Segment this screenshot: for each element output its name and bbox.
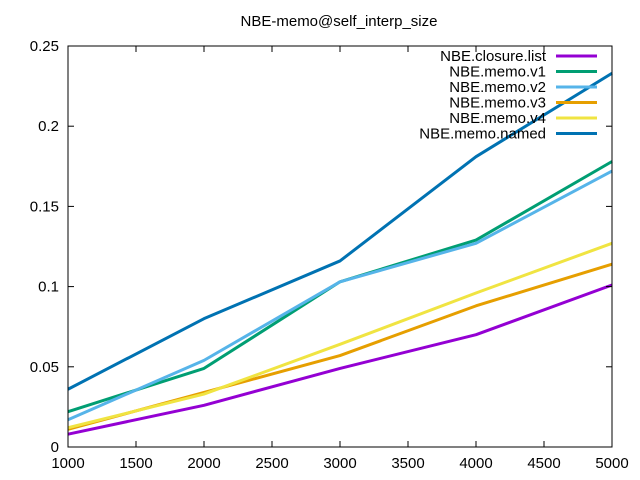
y-tick-label: 0.2 [38, 118, 59, 135]
legend-label: NBE.memo.named [419, 126, 546, 143]
x-tick-label: 2000 [187, 455, 220, 472]
y-tick-label: 0.25 [30, 38, 59, 55]
x-tick-label: 4500 [527, 455, 560, 472]
x-tick-label: 3000 [323, 455, 356, 472]
y-tick-label: 0 [51, 439, 59, 456]
y-tick-label: 0.1 [38, 279, 59, 296]
x-tick-label: 4000 [459, 455, 492, 472]
series-line-3 [67, 169, 613, 422]
x-tick-label: 1500 [119, 455, 152, 472]
series-line-2 [67, 160, 613, 414]
x-tick-label: 2500 [255, 455, 288, 472]
legend-label: NBE.memo.v1 [449, 64, 546, 81]
series-line-5 [67, 241, 613, 430]
legend-label: NBE.closure.list [440, 48, 547, 65]
series-line-1 [67, 283, 613, 436]
x-tick-label: 5000 [595, 455, 628, 472]
legend-label: NBE.memo.v4 [449, 110, 546, 127]
chart-title: NBE-memo@self_interp_size [241, 13, 438, 30]
axis-layer: 1000 1500 2000 2500 3000 3500 4000 4500 5000 0 0.0… [30, 38, 629, 472]
series-layer [67, 71, 613, 436]
legend: NBE.closure.listNBE.memo.v1NBE.memo.v2NB… [419, 48, 597, 143]
x-tick-label: 3500 [391, 455, 424, 472]
y-tick-label: 0.15 [30, 198, 59, 215]
series-line-6 [67, 71, 613, 391]
x-tick-label: 1000 [51, 455, 84, 472]
y-tick-label: 0.05 [30, 359, 59, 376]
legend-label: NBE.memo.v2 [449, 79, 546, 96]
legend-label: NBE.memo.v3 [449, 95, 546, 112]
